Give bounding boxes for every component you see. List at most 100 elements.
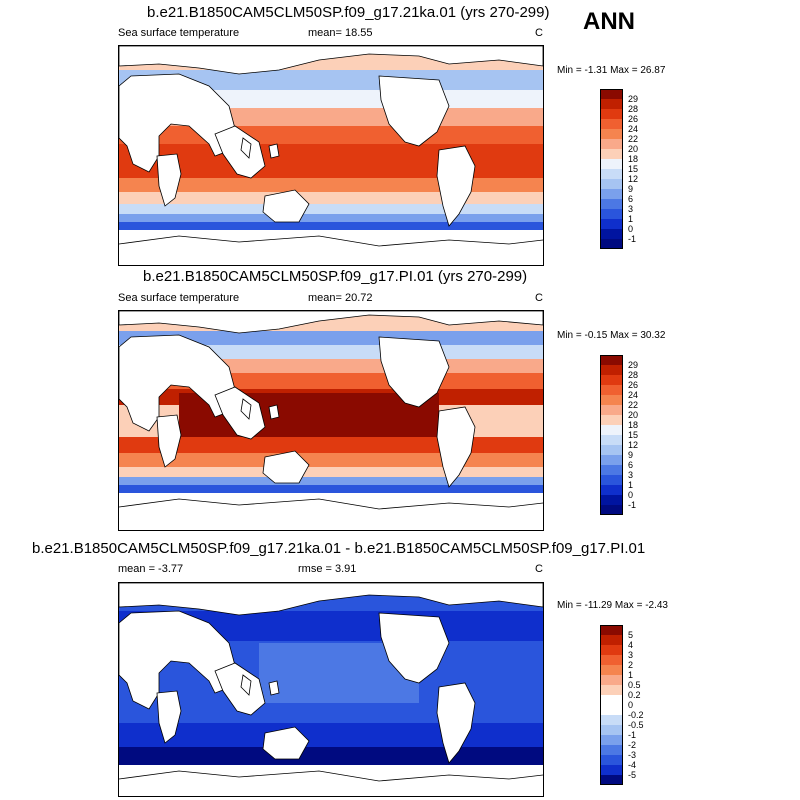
- panel1-colorbar-cell: [600, 99, 622, 109]
- panel2-colorbar-cell: [600, 445, 622, 455]
- panel2-colorbar-cell: [600, 455, 622, 465]
- panel3-colorbar-label: 0: [628, 700, 634, 710]
- panel3-colorbar-cell: [600, 695, 622, 705]
- panel1-colorbar-cell: [600, 179, 622, 189]
- panel3-colorbar-cell: [600, 765, 622, 775]
- panel3-colorbar-cell: [600, 745, 622, 755]
- panel2-colorbar-cell: [600, 505, 622, 515]
- panel1-colorbar-cell: [600, 199, 622, 209]
- panel1-south-warm-band: [119, 178, 543, 192]
- panel1-colorbar-label: 24: [628, 124, 639, 134]
- panel1-antarctic-ice: [119, 230, 543, 265]
- panel2-colorbar-cell: [600, 415, 622, 425]
- panel3-colorbar-label: 0.2: [628, 690, 641, 700]
- panel2-colorbar-label: 1: [628, 480, 634, 490]
- panel1-colorbar-cell: [600, 139, 622, 149]
- panel2-south-mild-band: [119, 453, 543, 467]
- panel3-map: [118, 582, 544, 797]
- panel3-southern-ocean: [119, 747, 543, 765]
- panel3-colorbar-label: -1: [628, 730, 637, 740]
- panel3-colorbar-label: 1: [628, 670, 634, 680]
- panel1-colorbar-cell: [600, 89, 622, 99]
- panel1-antarctic-coast: [119, 235, 543, 247]
- panel3-colorbar-cell: [600, 665, 622, 675]
- panel3-colorbar-cell: [600, 645, 622, 655]
- panel2-variable-label: Sea surface temperature: [118, 292, 240, 304]
- panel2-colorbar-cell: [600, 385, 622, 395]
- panel1-colorbar-cell: [600, 189, 622, 199]
- panel2-colorbar-label: 24: [628, 390, 639, 400]
- panel2-colorbar-label: 15: [628, 430, 639, 440]
- panel2-colorbar-label: -1: [628, 500, 637, 510]
- panel2-mean-label: mean= 20.72: [308, 292, 373, 304]
- panel2-colorbar-label: 26: [628, 380, 639, 390]
- panel2-colorbar-cell: [600, 435, 622, 445]
- panel2-colorbar-cell: [600, 465, 622, 475]
- panel1-mean-label: mean= 18.55: [308, 27, 373, 39]
- panel2-title: b.e21.B1850CAM5CLM50SP.f09_g17.PI.01 (yr…: [143, 268, 528, 285]
- panel2-continents: [119, 311, 543, 488]
- panel1-colorbar-cell: [600, 129, 622, 139]
- panel3-rmse-label: rmse = 3.91: [298, 563, 357, 575]
- panel2-colorbar-label: 28: [628, 370, 639, 380]
- panel1-colorbar-label: 29: [628, 94, 639, 104]
- panel2-colorbar-cell: [600, 355, 622, 365]
- panel1-colorbar-label: 6: [628, 194, 634, 204]
- panel2-colorbar-cell: [600, 365, 622, 375]
- panel2-colorbar-cell: [600, 485, 622, 495]
- season-label: ANN: [583, 8, 635, 35]
- panel3-colorbar-cell: [600, 705, 622, 715]
- panel1-colorbar-label: 12: [628, 174, 639, 184]
- panel3-colorbar-label: 2: [628, 660, 634, 670]
- panel3-south-band: [119, 723, 543, 747]
- panel2-antarctic-coast: [119, 498, 543, 510]
- panel1-map-svg: [119, 46, 543, 265]
- panel3-colorbar-cell: [600, 775, 622, 785]
- panel1-tropic-band-a: [119, 126, 543, 144]
- panel3-colorbar-label: -4: [628, 760, 637, 770]
- panel1-units-label: C: [535, 27, 543, 39]
- panel2-colorbar-cell: [600, 495, 622, 505]
- panel1-continents: [119, 46, 543, 227]
- panel2-colorbar-label: 18: [628, 420, 639, 430]
- panel1-minmax: Min = -1.31 Max = 26.87: [557, 65, 666, 76]
- panel2-colorbar-cell: [600, 375, 622, 385]
- panel3-colorbar-label: -2: [628, 740, 637, 750]
- panel1-colorbar-label: 1: [628, 214, 634, 224]
- panel2-colorbar-label: 9: [628, 450, 634, 460]
- panel1-colorbar-cell: [600, 119, 622, 129]
- panel2-south-cool-band: [119, 467, 543, 477]
- panel1-colorbar-label: 28: [628, 104, 639, 114]
- panel1-colorbar-cell: [600, 169, 622, 179]
- panel2-antarctic-ice: [119, 493, 543, 530]
- panel2-colorbar-label: 29: [628, 360, 639, 370]
- panel1-colorbar-label: 15: [628, 164, 639, 174]
- panel1-variable-label: Sea surface temperature: [118, 27, 240, 39]
- panel2-colorbar-frame: [600, 355, 623, 515]
- panel2-colorbar-label: 3: [628, 470, 634, 480]
- panel1-colorbar-cell: [600, 209, 622, 219]
- panel3-minmax: Min = -11.29 Max = -2.43: [557, 600, 668, 611]
- panel1-colorbar-label: 9: [628, 184, 634, 194]
- panel1-tropic-band-b: [119, 144, 543, 178]
- panel1-colorbar-label: 22: [628, 134, 639, 144]
- panel1-map: [118, 45, 544, 266]
- panel2-colorbar-label: 12: [628, 440, 639, 450]
- panel1-colorbar-label: 3: [628, 204, 634, 214]
- panel2-south-warm-band: [119, 437, 543, 453]
- panel1-colorbar-cell: [600, 109, 622, 119]
- panel3-antarctic-ice: [119, 765, 543, 796]
- panel2-colorbar-cell: [600, 425, 622, 435]
- panel1-colorbar-cell: [600, 219, 622, 229]
- panel3-colorbar-label: 5: [628, 630, 634, 640]
- panel2-colorbar-cell: [600, 395, 622, 405]
- panel3-colorbar-cell: [600, 635, 622, 645]
- panel3-colorbar-cell: [600, 685, 622, 695]
- panel3-colorbar-label: -0.5: [628, 720, 644, 730]
- panel2-minmax: Min = -0.15 Max = 30.32: [557, 330, 666, 341]
- panel3-colorbar-label: -5: [628, 770, 637, 780]
- panel2-map: [118, 310, 544, 531]
- panel2-colorbar-label: 22: [628, 400, 639, 410]
- panel3-colorbar-cell: [600, 655, 622, 665]
- panel2-colorbar-label: 6: [628, 460, 634, 470]
